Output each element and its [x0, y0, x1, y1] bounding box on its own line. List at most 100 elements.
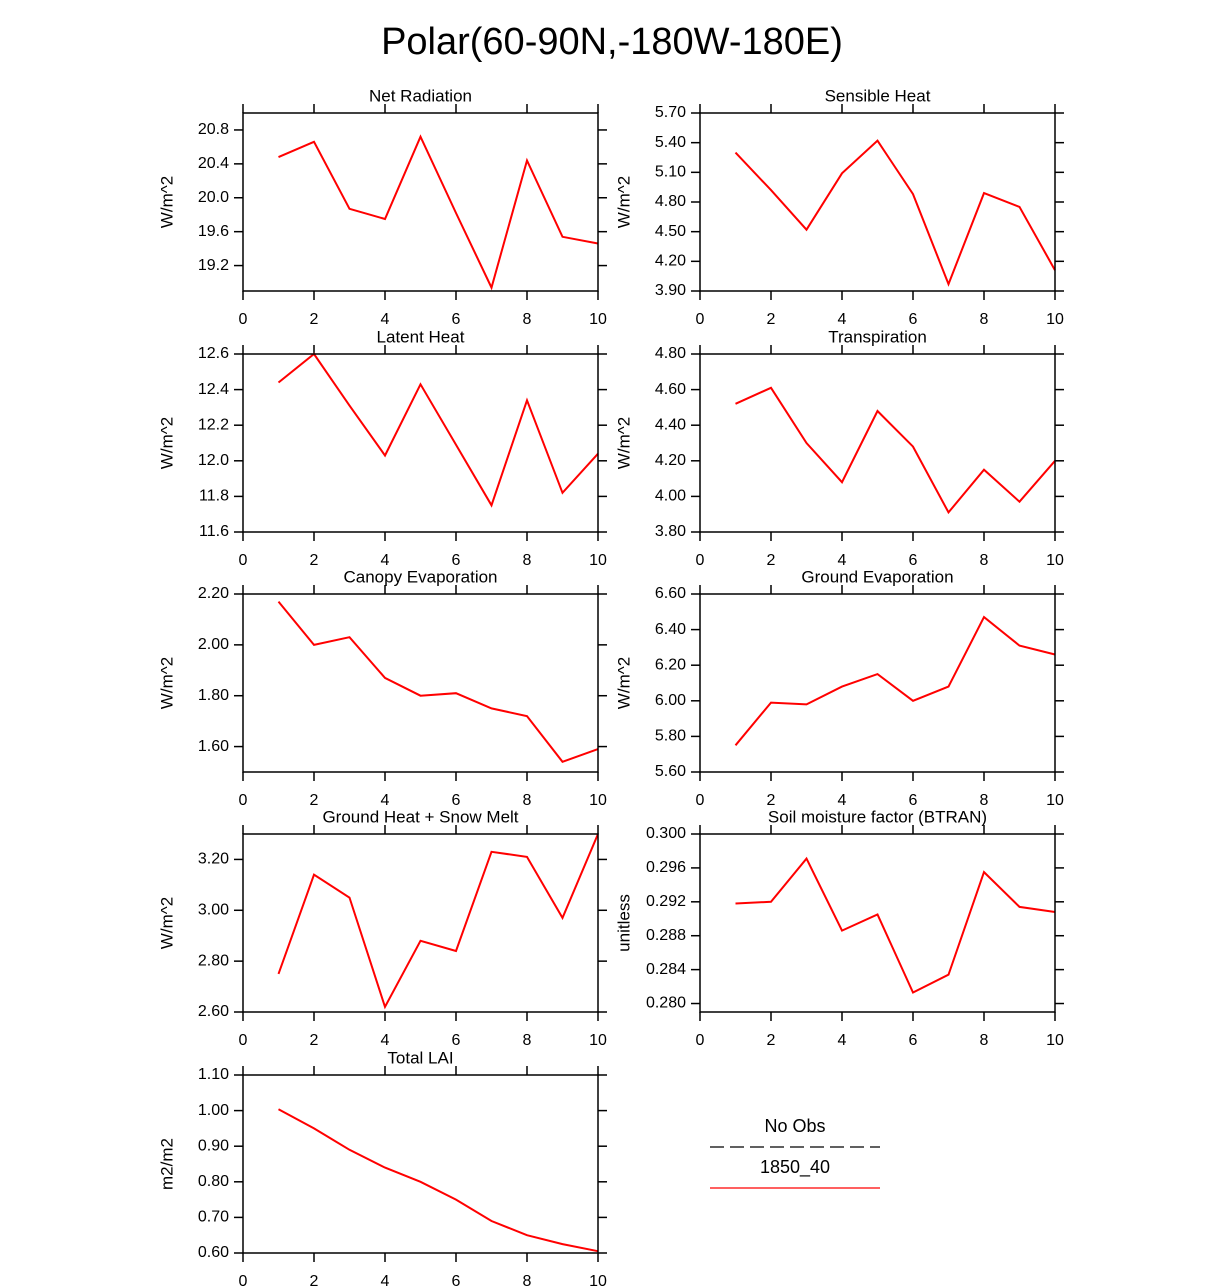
x-tick-label: 0 — [239, 792, 248, 809]
x-tick-label: 0 — [239, 1273, 248, 1288]
y-tick-label: 11.6 — [199, 523, 229, 540]
y-axis-label: W/m^2 — [157, 176, 176, 228]
y-tick-label: 4.80 — [655, 193, 686, 210]
figure-title: Polar(60-90N,-180W-180E) — [381, 21, 843, 63]
x-tick-label: 0 — [696, 792, 705, 809]
x-tick-label: 2 — [310, 1273, 319, 1288]
y-tick-label: 6.20 — [655, 656, 686, 673]
y-axis-label: W/m^2 — [157, 897, 176, 949]
y-tick-label: 4.40 — [655, 416, 686, 433]
y-tick-label: 3.80 — [655, 523, 686, 540]
y-tick-label: 3.00 — [198, 902, 229, 919]
x-tick-label: 10 — [589, 311, 607, 328]
y-axis-label: W/m^2 — [614, 657, 633, 709]
y-tick-label: 0.292 — [646, 893, 686, 910]
x-tick-label: 4 — [381, 792, 390, 809]
y-tick-label: 12.2 — [198, 416, 229, 433]
panel-title: Ground Evaporation — [801, 567, 953, 586]
y-tick-label: 19.2 — [198, 257, 229, 274]
y-tick-label: 1.10 — [198, 1066, 229, 1083]
x-tick-label: 10 — [589, 1032, 607, 1049]
y-tick-label: 5.40 — [655, 134, 686, 151]
y-tick-label: 0.300 — [646, 825, 686, 842]
y-tick-label: 4.20 — [655, 452, 686, 469]
plot-frame — [242, 593, 599, 773]
y-tick-label: 5.10 — [655, 164, 686, 181]
x-tick-label: 2 — [767, 792, 776, 809]
y-tick-label: 2.80 — [198, 952, 229, 969]
x-tick-label: 8 — [523, 311, 532, 328]
x-tick-label: 4 — [838, 552, 847, 569]
data-line — [278, 134, 599, 291]
x-tick-label: 10 — [589, 1273, 607, 1288]
x-tick-label: 2 — [767, 311, 776, 328]
y-tick-label: 12.6 — [198, 345, 229, 362]
x-tick-label: 8 — [523, 1273, 532, 1288]
legend-label: No Obs — [764, 1116, 825, 1136]
data-line — [277, 833, 599, 1010]
y-tick-label: 0.60 — [198, 1244, 229, 1261]
panel-title: Total LAI — [387, 1048, 453, 1067]
x-tick-label: 2 — [767, 552, 776, 569]
x-tick-label: 8 — [980, 792, 989, 809]
data-line — [734, 139, 1056, 287]
data-line — [735, 386, 1056, 515]
x-tick-label: 8 — [980, 1032, 989, 1049]
x-tick-label: 6 — [452, 792, 461, 809]
y-tick-label: 6.00 — [655, 692, 686, 709]
y-tick-label: 0.280 — [646, 995, 686, 1012]
x-tick-label: 4 — [381, 1032, 390, 1049]
panel-title: Net Radiation — [369, 86, 472, 105]
data-line — [735, 856, 1056, 994]
panel-title: Ground Heat + Snow Melt — [322, 807, 518, 826]
y-axis-label: W/m^2 — [157, 657, 176, 709]
y-tick-label: 19.6 — [198, 223, 229, 240]
x-tick-label: 8 — [980, 311, 989, 328]
y-tick-label: 6.40 — [655, 621, 686, 638]
x-tick-label: 2 — [767, 1032, 776, 1049]
x-tick-label: 10 — [589, 792, 607, 809]
y-tick-label: 12.4 — [198, 381, 229, 398]
x-tick-label: 4 — [838, 1032, 847, 1049]
y-tick-label: 4.60 — [655, 381, 686, 398]
y-tick-label: 3.20 — [198, 851, 229, 868]
x-tick-label: 0 — [696, 1032, 705, 1049]
x-tick-label: 2 — [310, 792, 319, 809]
x-tick-label: 6 — [452, 1032, 461, 1049]
y-tick-label: 4.20 — [655, 253, 686, 270]
y-tick-label: 6.60 — [655, 585, 686, 602]
x-tick-label: 10 — [1046, 311, 1064, 328]
y-tick-label: 5.60 — [655, 763, 686, 780]
x-tick-label: 6 — [909, 792, 918, 809]
data-line — [277, 600, 599, 763]
y-tick-label: 0.80 — [198, 1173, 229, 1190]
y-axis-label: m2/m2 — [157, 1138, 176, 1190]
plot-frame — [699, 353, 1056, 533]
y-tick-label: 5.80 — [655, 728, 686, 745]
data-line — [734, 615, 1056, 746]
y-tick-label: 20.4 — [198, 155, 229, 172]
x-tick-label: 10 — [589, 552, 607, 569]
x-tick-label: 8 — [523, 792, 532, 809]
x-tick-label: 0 — [239, 1032, 248, 1049]
data-line — [278, 1108, 599, 1253]
y-tick-label: 5.70 — [655, 104, 686, 121]
panel-title: Transpiration — [828, 327, 927, 346]
data-line — [277, 352, 599, 508]
x-tick-label: 4 — [381, 1273, 390, 1288]
y-tick-label: 4.50 — [655, 223, 686, 240]
panel-title: Sensible Heat — [825, 86, 931, 105]
x-tick-label: 4 — [838, 311, 847, 328]
y-axis-label: W/m^2 — [614, 176, 633, 228]
y-tick-label: 0.296 — [646, 859, 686, 876]
y-tick-label: 2.20 — [198, 585, 229, 602]
y-tick-label: 1.80 — [198, 687, 229, 704]
x-tick-label: 4 — [381, 311, 390, 328]
x-tick-label: 8 — [523, 1032, 532, 1049]
x-tick-label: 6 — [909, 311, 918, 328]
y-axis-label: W/m^2 — [157, 417, 176, 469]
y-tick-label: 0.288 — [646, 927, 686, 944]
x-tick-label: 6 — [452, 1273, 461, 1288]
panel-title: Canopy Evaporation — [343, 567, 497, 586]
